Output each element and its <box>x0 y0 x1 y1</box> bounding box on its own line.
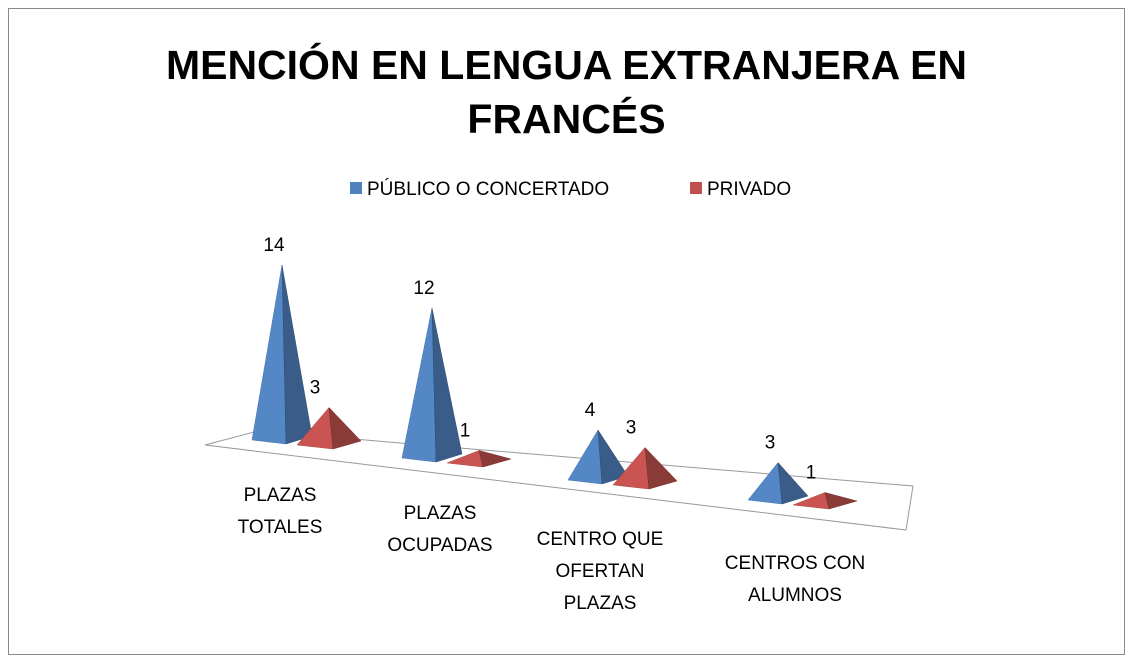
data-label: 3 <box>765 433 776 454</box>
data-label: 4 <box>585 400 596 421</box>
data-label: 12 <box>413 278 434 299</box>
legend-swatch <box>690 182 702 194</box>
data-label: 3 <box>626 418 637 439</box>
legend-swatch <box>350 182 362 194</box>
data-label: 3 <box>310 378 321 399</box>
pyramid <box>251 264 313 445</box>
pyramid-face-right <box>597 429 629 485</box>
floor <box>204 430 914 531</box>
pyramid-face-right <box>824 492 858 510</box>
x-tick-label: PLAZAS TOTALES <box>237 485 323 538</box>
x-tick-label: PLAZAS OCUPADAS <box>387 503 493 556</box>
data-label: 1 <box>460 421 471 442</box>
pyramid-face-right <box>281 264 313 445</box>
pyramid <box>446 450 512 468</box>
pyramid <box>567 429 629 485</box>
legend-label: PÚBLICO O CONCERTADO <box>367 178 609 200</box>
legend-label: PRIVADO <box>707 179 791 200</box>
pyramid <box>792 492 858 510</box>
chart-border <box>8 8 1125 655</box>
data-label: 14 <box>263 235 285 256</box>
x-tick-label: CENTROS CON ALUMNOS <box>724 553 866 606</box>
pyramid-face-right <box>328 406 362 450</box>
pyramid <box>401 307 463 463</box>
pyramid <box>747 461 809 505</box>
chart-title: MENCIÓN EN LENGUA EXTRANJERA EN FRANCÉS <box>165 42 968 142</box>
data-label: 1 <box>806 463 817 484</box>
pyramid <box>612 446 678 490</box>
pyramid-face-right <box>478 450 512 468</box>
pyramid-face-right <box>431 307 463 463</box>
pyramid-face-right <box>777 461 809 505</box>
pyramid <box>296 406 362 450</box>
x-tick-label: CENTRO QUE OFERTAN PLAZAS <box>536 529 664 614</box>
pyramid-face-right <box>644 446 678 490</box>
